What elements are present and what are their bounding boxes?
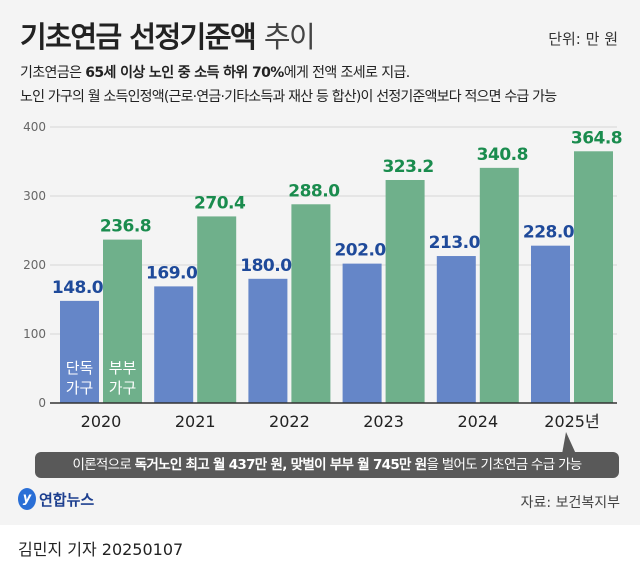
data-label: 364.8 — [571, 128, 622, 148]
text-segment: 독거노인 최고 월 437만 원, 맞벌이 부부 월 745만 원 — [134, 457, 428, 473]
data-label: 288.0 — [288, 181, 340, 201]
byline: 김민지 기자 20250107 — [18, 540, 184, 559]
legend-label: 가구 — [66, 379, 94, 397]
y-tick-label: 300 — [23, 189, 46, 203]
legend-label: 부부 — [109, 359, 137, 377]
bar-couple — [385, 179, 425, 403]
chart-title: 기초연금 선정기준액 추이 — [20, 20, 316, 54]
x-tick-label: 2021 — [175, 412, 216, 431]
data-label: 180.0 — [240, 256, 292, 276]
x-tick-label: 2022 — [269, 412, 310, 431]
legend-label: 가구 — [109, 379, 137, 397]
data-label: 213.0 — [429, 233, 481, 253]
source-label: 자료: 보건복지부 — [520, 495, 620, 511]
x-tick-label: 2020 — [81, 412, 122, 431]
logo-text: 연합뉴스 — [39, 490, 95, 509]
callout-pointer — [562, 432, 576, 454]
data-label: 148.0 — [52, 278, 104, 298]
data-label: 340.8 — [477, 145, 528, 165]
bar-couple — [574, 151, 613, 403]
legend-label: 단독 — [66, 359, 94, 377]
data-label: 202.0 — [334, 241, 386, 261]
text-segment: 에게 전액 조세로 지급. — [283, 65, 411, 81]
data-label: 236.8 — [100, 217, 151, 237]
bar-couple — [291, 204, 331, 403]
description-line-2: 노인 가구의 월 소득인정액(근로·연금·기타소득과 재산 등 합산)이 선정기… — [20, 89, 557, 105]
bar-single — [342, 263, 382, 403]
bar-single — [531, 245, 570, 403]
bar-single — [60, 300, 99, 403]
text-segment: 이론적으로 — [72, 457, 135, 473]
bar-single — [154, 286, 194, 403]
unit-label: 단위: 만 원 — [548, 30, 618, 48]
x-tick-label: 2024 — [457, 412, 498, 431]
bar-couple — [479, 167, 519, 403]
x-tick-label: 2023 — [363, 412, 404, 431]
y-tick-label: 100 — [23, 327, 46, 341]
data-label: 270.4 — [194, 193, 246, 213]
bar-couple — [197, 216, 237, 403]
text-segment: 을 벌어도 기초연금 수급 가능 — [426, 457, 583, 473]
callout-note: 이론적으로 독거노인 최고 월 437만 원, 맞벌이 부부 월 745만 원을… — [35, 452, 619, 478]
text-segment: 65세 이상 노인 중 소득 하위 70% — [85, 65, 284, 81]
y-tick-label: 400 — [23, 120, 46, 134]
data-label: 228.0 — [523, 223, 575, 243]
y-tick-label: 200 — [23, 258, 46, 272]
data-label: 323.2 — [382, 157, 433, 177]
yonhap-logo: y 연합뉴스 — [18, 488, 94, 510]
data-label: 169.0 — [146, 263, 198, 283]
bar-single — [436, 256, 476, 403]
bar-couple — [103, 239, 142, 403]
bar-single — [248, 278, 288, 403]
logo-icon: y — [18, 488, 36, 510]
x-tick-label: 2025년 — [544, 412, 599, 431]
y-tick-label: 0 — [38, 396, 46, 410]
description-line-1: 기초연금은 65세 이상 노인 중 소득 하위 70%에게 전액 조세로 지급. — [20, 62, 410, 82]
text-segment: 기초연금은 — [20, 65, 86, 81]
